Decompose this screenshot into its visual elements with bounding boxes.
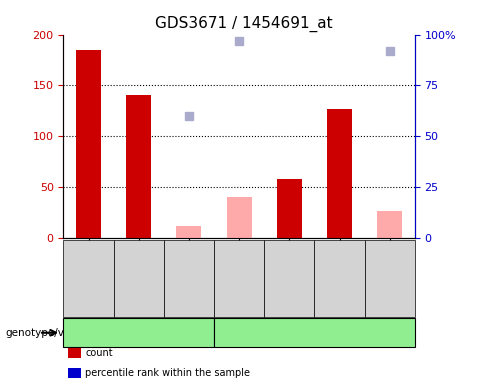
Bar: [176, 226, 202, 238]
Text: GSM142372: GSM142372: [235, 251, 244, 306]
Text: apolipoprotein E-deficient
(apoE-/-) mother: apolipoprotein E-deficient (apoE-/-) mot…: [256, 323, 373, 343]
Text: GSM142369: GSM142369: [134, 251, 143, 306]
Text: GSM142367: GSM142367: [84, 251, 93, 306]
Bar: [327, 109, 352, 238]
Text: GSM142376: GSM142376: [335, 251, 344, 306]
Bar: [76, 50, 101, 238]
Text: wildtype (apoE+/+) mother: wildtype (apoE+/+) mother: [76, 328, 201, 337]
Bar: [126, 94, 151, 238]
Bar: [226, 197, 252, 238]
Bar: [377, 210, 402, 238]
Text: count: count: [85, 348, 113, 358]
Text: genotype/variation: genotype/variation: [5, 328, 104, 338]
Text: GSM142380: GSM142380: [385, 251, 394, 306]
Text: GSM142374: GSM142374: [285, 251, 294, 306]
Text: GDS3671 / 1454691_at: GDS3671 / 1454691_at: [155, 15, 333, 31]
Bar: [277, 179, 302, 238]
Text: GSM142370: GSM142370: [184, 251, 193, 306]
Text: percentile rank within the sample: percentile rank within the sample: [85, 368, 250, 378]
